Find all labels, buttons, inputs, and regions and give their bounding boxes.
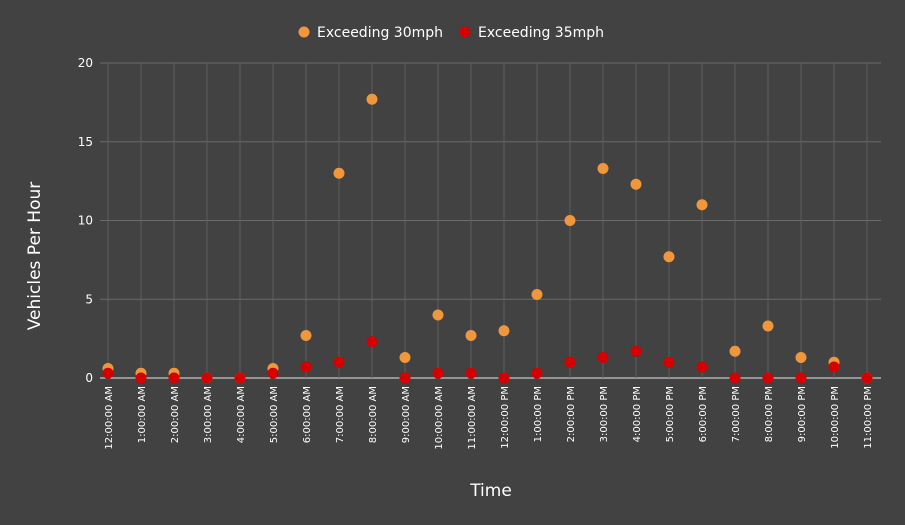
x-axis-ticks: 12:00:00 AM 1:00:00 AM 2:00:00 AM 3:00:00 A… — [104, 386, 874, 450]
x-tick-label: 2:00:00 PM — [566, 386, 577, 442]
point-series-1 — [102, 367, 114, 379]
point-series-1 — [564, 356, 576, 368]
point-series-0 — [399, 352, 411, 364]
x-tick-label: 11:00:00 AM — [467, 386, 478, 450]
x-tick-label: 7:00:00 PM — [731, 386, 742, 442]
point-series-0 — [564, 215, 576, 226]
point-series-1 — [168, 372, 180, 384]
x-axis-title: Time — [469, 481, 512, 501]
data-points — [102, 93, 873, 384]
point-series-0 — [300, 329, 312, 341]
x-tick-label: 9:00:00 PM — [797, 386, 808, 442]
y-tick-label: 5 — [85, 292, 93, 306]
x-tick-label: 11:00:00 PM — [863, 386, 874, 449]
point-series-1 — [729, 372, 741, 384]
point-series-0 — [762, 320, 774, 332]
point-series-0 — [366, 93, 378, 105]
legend-marker — [459, 26, 471, 38]
point-series-1 — [762, 372, 774, 384]
x-tick-label: 12:00:00 PM — [500, 386, 511, 449]
y-axis-title: Vehicles Per Hour — [25, 182, 45, 331]
point-series-1 — [828, 361, 840, 373]
legend: Exceeding 30mph Exceeding 35mph — [298, 25, 604, 41]
x-tick-label: 4:00:00 AM — [236, 386, 247, 443]
x-tick-label: 7:00:00 AM — [335, 386, 346, 443]
x-tick-label: 5:00:00 PM — [665, 386, 676, 442]
y-tick-label: 10 — [78, 214, 93, 228]
point-series-1 — [696, 361, 708, 373]
legend-label: Exceeding 30mph — [317, 25, 443, 41]
point-series-0 — [597, 163, 609, 175]
x-tick-label: 2:00:00 AM — [170, 386, 181, 443]
point-series-1 — [201, 372, 213, 384]
y-tick-label: 15 — [78, 135, 93, 149]
point-series-1 — [663, 356, 675, 368]
point-series-0 — [531, 289, 543, 301]
point-series-1 — [498, 372, 510, 384]
x-tick-label: 10:00:00 PM — [830, 386, 841, 449]
point-series-1 — [465, 367, 477, 379]
point-series-0 — [630, 178, 642, 190]
y-tick-label: 20 — [78, 56, 93, 70]
x-tick-label: 10:00:00 AM — [434, 386, 445, 450]
point-series-1 — [333, 356, 345, 368]
x-tick-label: 4:00:00 PM — [632, 386, 643, 442]
point-series-0 — [498, 325, 510, 337]
point-series-1 — [630, 345, 642, 357]
point-series-1 — [135, 372, 147, 384]
point-series-1 — [366, 336, 378, 348]
point-series-0 — [696, 199, 708, 211]
point-series-0 — [333, 167, 345, 179]
y-tick-label: 0 — [85, 371, 93, 385]
x-tick-label: 6:00:00 AM — [302, 386, 313, 443]
point-series-1 — [234, 372, 246, 384]
point-series-1 — [795, 372, 807, 384]
point-series-0 — [663, 251, 675, 263]
x-tick-label: 6:00:00 PM — [698, 386, 709, 442]
point-series-0 — [729, 345, 741, 357]
x-tick-label: 8:00:00 PM — [764, 386, 775, 442]
legend-marker — [298, 26, 310, 38]
y-axis-ticks: 0 5 10 15 20 — [78, 56, 93, 385]
x-tick-label: 1:00:00 AM — [137, 386, 148, 443]
point-series-1 — [267, 367, 279, 379]
x-tick-label: 1:00:00 PM — [533, 386, 544, 442]
point-series-1 — [597, 352, 609, 364]
point-series-1 — [861, 372, 873, 384]
x-tick-label: 3:00:00 PM — [599, 386, 610, 442]
grid — [100, 62, 881, 379]
x-tick-label: 8:00:00 AM — [368, 386, 379, 443]
point-series-1 — [300, 361, 312, 373]
point-series-1 — [531, 367, 543, 379]
x-tick-label: 9:00:00 AM — [401, 386, 412, 443]
point-series-1 — [432, 367, 444, 379]
x-tick-label: 3:00:00 AM — [203, 386, 214, 443]
point-series-1 — [399, 372, 411, 384]
x-tick-label: 12:00:00 AM — [104, 386, 115, 450]
point-series-0 — [432, 309, 444, 321]
point-series-0 — [465, 329, 477, 341]
legend-label: Exceeding 35mph — [478, 25, 604, 41]
point-series-0 — [795, 352, 807, 364]
x-tick-label: 5:00:00 AM — [269, 386, 280, 443]
